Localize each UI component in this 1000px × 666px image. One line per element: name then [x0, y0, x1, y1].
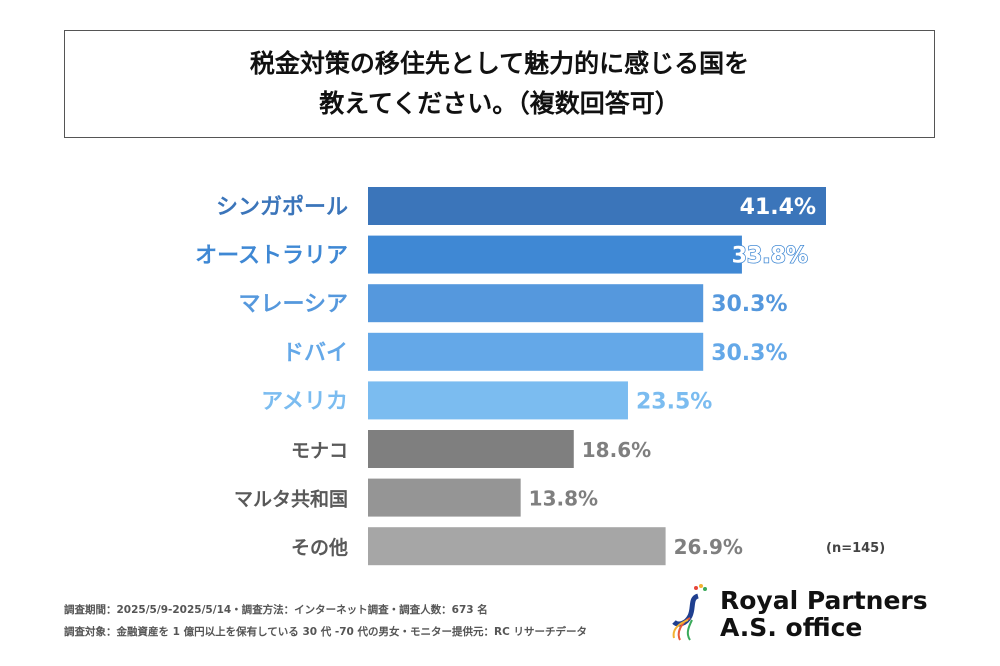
category-label: シンガポール: [216, 194, 348, 220]
value-label: 41.4%: [740, 195, 816, 220]
peacock-logo-icon: [672, 584, 707, 641]
category-label: ドバイ: [282, 341, 348, 366]
title-line-1: 税金対策の移住先として魅力的に感じる国を: [249, 49, 750, 78]
bar: [368, 187, 826, 225]
logo-line-2: A.S. office: [720, 613, 863, 642]
survey-note-1: 調査期間：2025/5/9-2025/5/14・調査方法：インターネット調査・調…: [64, 604, 488, 616]
bar: [368, 478, 521, 517]
value-label: 18.6%: [582, 438, 651, 462]
value-label: 33.8%: [732, 244, 808, 269]
company-logo: Royal Partners A.S. office: [668, 582, 948, 642]
chart-title: 税金対策の移住先として魅力的に感じる国を 教えてください。（複数回答可）: [64, 30, 935, 138]
sample-size: (n=145): [826, 541, 886, 556]
value-label: 26.9%: [674, 535, 743, 559]
bar: [368, 235, 742, 274]
survey-note-2: 調査対象：金融資産を 1 億円以上を保有している 30 代 -70 代の男女・モ…: [64, 626, 587, 638]
category-label: マルタ共和国: [234, 488, 348, 511]
category-label: オーストラリア: [195, 244, 348, 269]
bar: [368, 332, 704, 371]
title-line-2: 教えてください。（複数回答可）: [319, 89, 680, 118]
bar: [368, 381, 628, 420]
logo-line-1: Royal Partners: [720, 586, 928, 615]
bar: [368, 284, 704, 323]
value-label: 23.5%: [636, 389, 712, 414]
value-label: 30.3%: [711, 292, 787, 317]
value-label: 30.3%: [711, 341, 787, 366]
bar: [368, 430, 574, 468]
value-label: 13.8%: [529, 487, 598, 511]
category-label: その他: [291, 536, 348, 559]
category-label: モナコ: [291, 440, 348, 462]
bar: [368, 527, 666, 566]
category-label: マレーシア: [238, 292, 348, 317]
category-label: アメリカ: [261, 389, 348, 414]
